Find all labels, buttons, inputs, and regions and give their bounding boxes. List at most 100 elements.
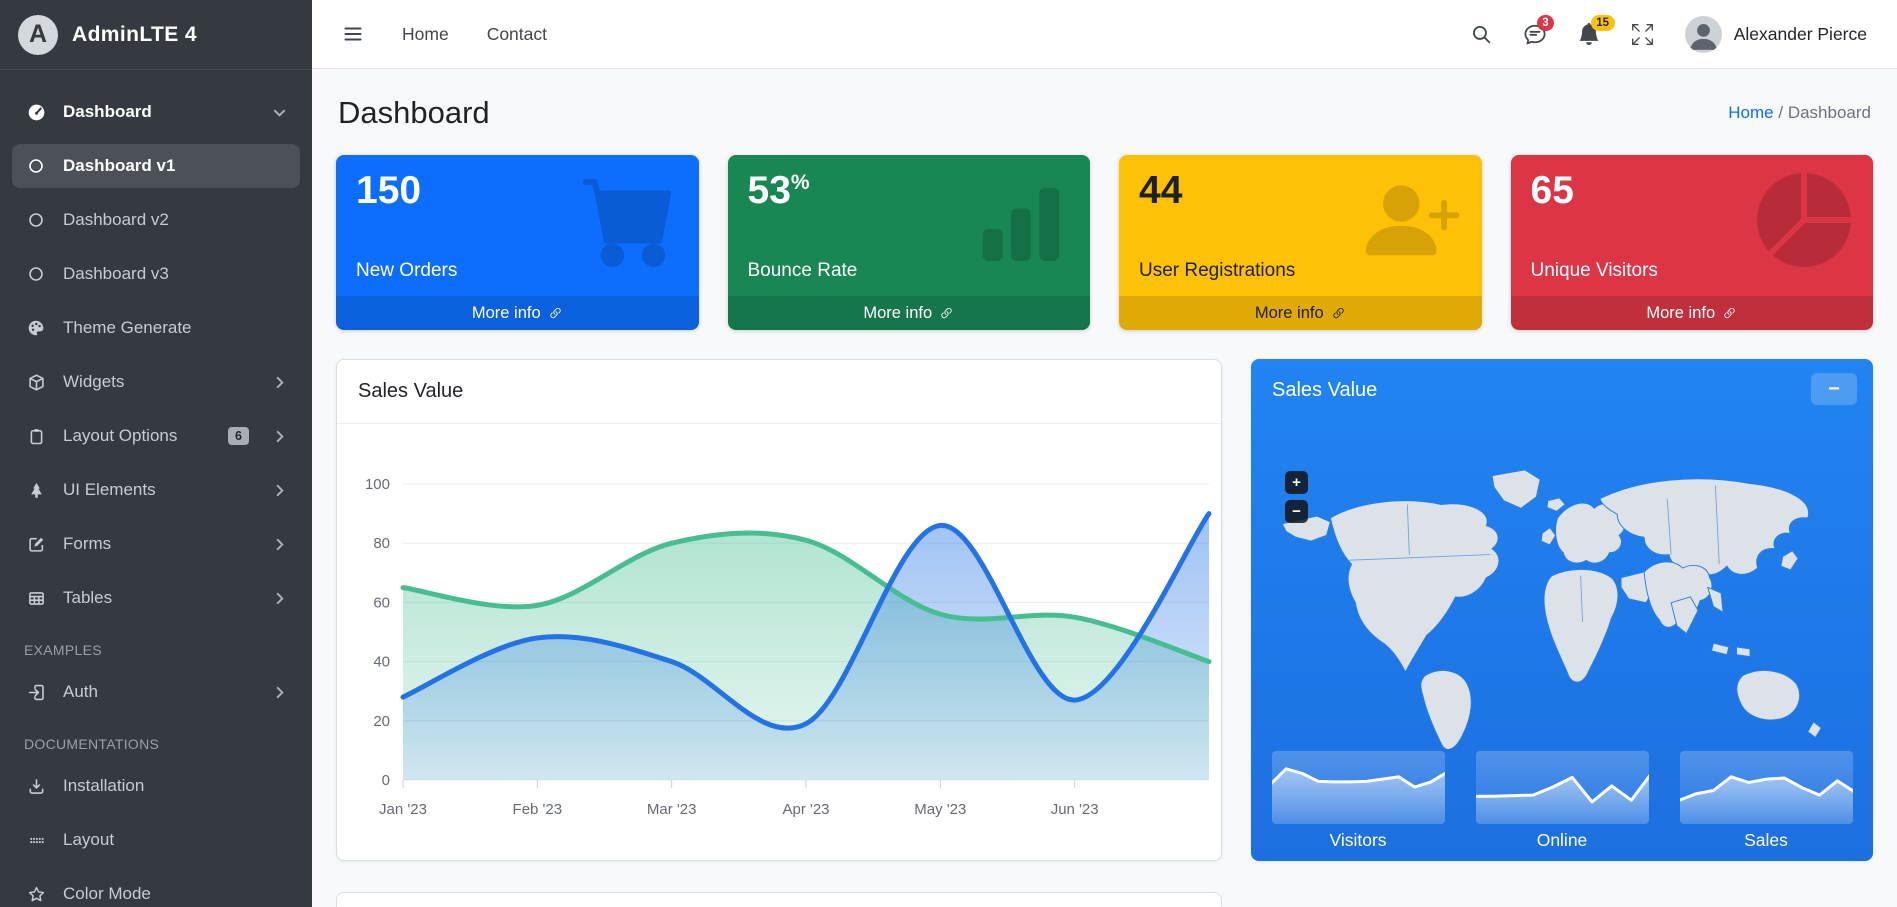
sidebar-item-auth[interactable]: Auth xyxy=(12,670,300,714)
info-box-label: User Registrations xyxy=(1139,260,1296,281)
sidebar-item-tables[interactable]: Tables xyxy=(12,576,300,620)
info-box-new-orders: 150 New Orders More info xyxy=(336,155,699,330)
tree-icon xyxy=(24,482,48,499)
more-info-link[interactable]: More info xyxy=(727,296,1090,330)
svg-text:Mar '23: Mar '23 xyxy=(647,801,697,818)
map-iceland xyxy=(1546,497,1566,512)
circle-icon xyxy=(24,158,48,174)
clipboard-icon xyxy=(24,428,48,445)
sparkline-label: Visitors xyxy=(1329,830,1387,850)
link-icon xyxy=(1332,307,1344,318)
sidebar-section-documentations: DOCUMENTATIONS xyxy=(24,736,160,752)
search-icon[interactable] xyxy=(1471,24,1492,45)
info-box-label: New Orders xyxy=(356,260,458,281)
sparklines-row: Visitors Online Sales xyxy=(1251,751,1873,851)
sidebar: A AdminLTE 4 Dashboard Dashboard v1 Dash… xyxy=(0,0,312,907)
svg-text:Jan '23: Jan '23 xyxy=(379,801,427,818)
svg-text:Jun '23: Jun '23 xyxy=(1051,801,1099,818)
navbar-link-home[interactable]: Home xyxy=(402,23,449,44)
user-name: Alexander Pierce xyxy=(1733,23,1867,44)
map-japan xyxy=(1780,550,1799,571)
main-area: Home Contact 3 15 Alexander Pierce xyxy=(312,0,1897,907)
brand[interactable]: A AdminLTE 4 xyxy=(0,0,312,70)
sidebar-item-label: Widgets xyxy=(63,372,125,391)
navbar-link-contact[interactable]: Contact xyxy=(486,23,547,44)
sidebar-item-installation[interactable]: Installation xyxy=(12,764,300,808)
star-icon xyxy=(24,886,48,903)
page-content: Dashboard Home / Dashboard 150 New Order… xyxy=(312,69,1897,907)
more-info-link[interactable]: More info xyxy=(1119,296,1482,330)
map-se-asia xyxy=(1707,586,1724,613)
map-greenland xyxy=(1491,469,1541,509)
world-map[interactable] xyxy=(1263,441,1841,749)
more-info-link[interactable]: More info xyxy=(336,296,699,330)
info-box-user-registrations: 44 User Registrations More info xyxy=(1119,155,1482,330)
breadcrumb-current: Dashboard xyxy=(1787,103,1871,122)
pie-chart-icon xyxy=(1757,173,1851,267)
sidebar-item-dashboard-v3[interactable]: Dashboard v3 xyxy=(12,252,300,296)
chevron-right-icon xyxy=(272,375,288,390)
sidebar-item-label: Color Mode xyxy=(63,884,151,903)
sidebar-item-forms[interactable]: Forms xyxy=(12,522,300,566)
map-south-america xyxy=(1420,670,1472,749)
fullscreen-icon[interactable] xyxy=(1631,23,1653,45)
info-box-value: 150 xyxy=(356,169,422,212)
info-boxes-row: 150 New Orders More info 53% Bounce Rate… xyxy=(336,155,1873,330)
info-box-bounce-rate: 53% Bounce Rate More info xyxy=(727,155,1090,330)
sidebar-item-dashboard-v1[interactable]: Dashboard v1 xyxy=(12,144,300,188)
visitors-sparkline-chart xyxy=(1271,751,1445,824)
zoom-out-button[interactable]: − xyxy=(1285,500,1308,523)
info-box-label: Unique Visitors xyxy=(1530,260,1658,281)
breadcrumb-home-link[interactable]: Home xyxy=(1728,103,1774,122)
download-icon xyxy=(24,778,48,795)
zoom-in-button[interactable]: + xyxy=(1285,471,1308,494)
sales-line-chart: 0 20 40 60 80 100 Jan '23 Feb '23 Mar '23 Apr '23… xyxy=(365,476,1212,818)
more-info-link[interactable]: More info xyxy=(1510,296,1873,330)
chevron-right-icon xyxy=(272,537,288,552)
pencil-square-icon xyxy=(24,536,48,553)
map-uk xyxy=(1540,527,1557,546)
online-sparkline-chart xyxy=(1475,751,1649,824)
map-india xyxy=(1670,596,1699,634)
sales-value-card: Sales Value 0 20 40 60 80 100 Jan '23 Feb '23 Ma… xyxy=(336,359,1222,861)
sidebar-item-ui-elements[interactable]: UI Elements xyxy=(12,468,300,512)
sidebar-item-dashboard-v2[interactable]: Dashboard v2 xyxy=(12,198,300,242)
svg-text:60: 60 xyxy=(373,594,390,611)
sidebar-nav: Dashboard Dashboard v1 Dashboard v2 Dash… xyxy=(0,70,312,907)
user-menu[interactable]: Alexander Pierce xyxy=(1684,15,1867,53)
sidebar-item-label: Layout Options xyxy=(63,426,178,445)
hamburger-menu-icon[interactable] xyxy=(342,23,364,45)
sidebar-item-label: Installation xyxy=(63,776,145,795)
messages-icon[interactable]: 3 xyxy=(1524,15,1555,45)
sidebar-item-theme-generate[interactable]: Theme Generate xyxy=(12,306,300,350)
breadcrumb: Home / Dashboard xyxy=(1728,103,1871,122)
link-icon xyxy=(1724,307,1735,318)
map-new-zealand xyxy=(1807,721,1822,738)
chevron-right-icon xyxy=(272,429,288,444)
sales-map-card: Sales Value − xyxy=(1251,359,1873,861)
next-card-top-edge xyxy=(336,892,1222,907)
sidebar-item-label: Dashboard v2 xyxy=(63,210,169,229)
sidebar-item-layout-options[interactable]: Layout Options 6 xyxy=(12,414,300,458)
svg-text:Apr '23: Apr '23 xyxy=(782,801,829,818)
svg-text:40: 40 xyxy=(373,654,390,671)
sidebar-item-layout[interactable]: Layout xyxy=(12,818,300,862)
sidebar-item-color-mode[interactable]: Color Mode xyxy=(12,872,300,907)
info-box-value: 65 xyxy=(1530,169,1574,212)
svg-text:100: 100 xyxy=(365,476,390,493)
cart-icon xyxy=(582,178,671,267)
messages-badge: 3 xyxy=(1536,15,1555,31)
notifications-bell-icon[interactable]: 15 xyxy=(1578,15,1615,45)
sidebar-item-dashboard[interactable]: Dashboard xyxy=(12,90,300,134)
map-card-title: Sales Value xyxy=(1272,379,1378,401)
table-icon xyxy=(24,590,48,607)
map-north-america xyxy=(1329,500,1500,673)
link-icon xyxy=(941,307,952,318)
collapse-card-button[interactable]: − xyxy=(1811,373,1857,405)
svg-text:Feb '23: Feb '23 xyxy=(513,801,563,818)
palette-icon xyxy=(24,319,48,337)
sidebar-item-label: Layout xyxy=(63,830,115,849)
person-plus-icon xyxy=(1365,185,1459,256)
sidebar-item-widgets[interactable]: Widgets xyxy=(12,360,300,404)
map-africa xyxy=(1543,568,1619,683)
